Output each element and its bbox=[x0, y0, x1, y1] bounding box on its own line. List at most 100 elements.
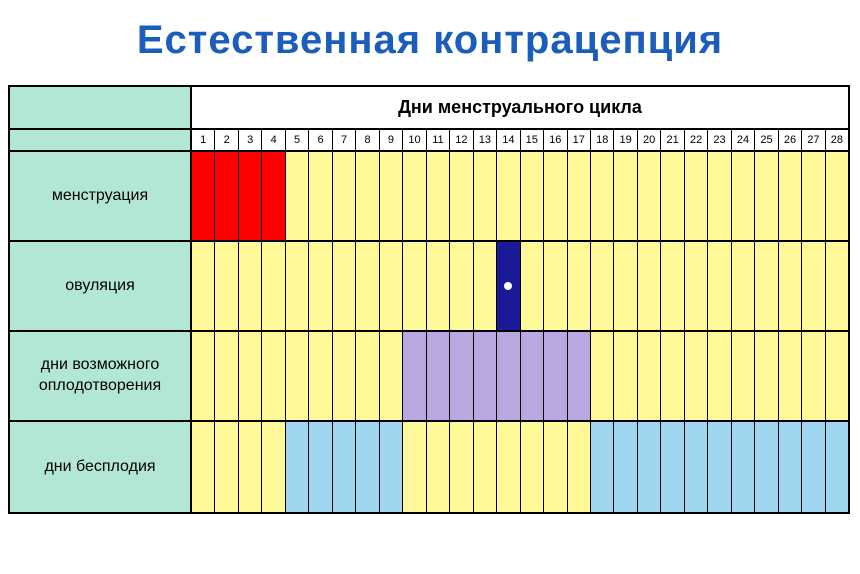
day-number-row: 1234567891011121314151617181920212223242… bbox=[10, 130, 848, 152]
cell bbox=[567, 422, 590, 512]
cycle-chart: Дни менструального цикла 123456789101112… bbox=[8, 85, 850, 514]
cell bbox=[778, 242, 801, 330]
day-number: 3 bbox=[238, 130, 261, 150]
cell bbox=[214, 242, 237, 330]
day-number: 13 bbox=[473, 130, 496, 150]
day-number: 15 bbox=[520, 130, 543, 150]
cell bbox=[754, 422, 777, 512]
cell bbox=[543, 242, 566, 330]
days-header-title: Дни менструального цикла bbox=[190, 87, 848, 128]
cell bbox=[308, 242, 331, 330]
cell bbox=[192, 152, 214, 240]
day-number: 21 bbox=[660, 130, 683, 150]
cell bbox=[801, 152, 824, 240]
cell bbox=[214, 332, 237, 420]
cell bbox=[473, 422, 496, 512]
cell bbox=[754, 242, 777, 330]
cell bbox=[261, 332, 284, 420]
cell bbox=[308, 152, 331, 240]
cell bbox=[754, 152, 777, 240]
cell bbox=[731, 422, 754, 512]
row-label: менструация bbox=[10, 152, 190, 240]
cell bbox=[731, 242, 754, 330]
cell bbox=[355, 152, 378, 240]
cell bbox=[520, 332, 543, 420]
cell bbox=[238, 332, 261, 420]
ovulation-dot-icon bbox=[504, 282, 512, 290]
row-label: дни бесплодия bbox=[10, 422, 190, 512]
day-number: 20 bbox=[637, 130, 660, 150]
cell bbox=[332, 422, 355, 512]
row-cells bbox=[190, 422, 848, 512]
data-row: дни бесплодия bbox=[10, 422, 848, 512]
cell bbox=[496, 152, 519, 240]
day-number: 4 bbox=[261, 130, 284, 150]
row-label: овуляция bbox=[10, 242, 190, 330]
cell bbox=[332, 152, 355, 240]
cell bbox=[825, 332, 848, 420]
cell bbox=[825, 242, 848, 330]
cell bbox=[660, 332, 683, 420]
cell bbox=[449, 242, 472, 330]
data-row: дни возможного оплодотворения bbox=[10, 332, 848, 422]
day-number: 7 bbox=[332, 130, 355, 150]
cell bbox=[402, 242, 425, 330]
cell bbox=[825, 152, 848, 240]
cell bbox=[379, 332, 402, 420]
cell bbox=[379, 242, 402, 330]
cell bbox=[707, 422, 730, 512]
cell bbox=[308, 332, 331, 420]
day-number: 19 bbox=[613, 130, 636, 150]
cell bbox=[285, 152, 308, 240]
cell bbox=[214, 152, 237, 240]
cell bbox=[520, 242, 543, 330]
cell bbox=[660, 242, 683, 330]
data-row: менструация bbox=[10, 152, 848, 242]
day-number: 8 bbox=[355, 130, 378, 150]
cell bbox=[426, 332, 449, 420]
cell bbox=[590, 332, 613, 420]
cell bbox=[426, 242, 449, 330]
row-cells bbox=[190, 242, 848, 330]
cell bbox=[379, 422, 402, 512]
cell bbox=[567, 332, 590, 420]
cell bbox=[684, 332, 707, 420]
cell bbox=[637, 332, 660, 420]
cell bbox=[731, 152, 754, 240]
cell bbox=[332, 242, 355, 330]
day-number: 14 bbox=[496, 130, 519, 150]
day-number: 23 bbox=[707, 130, 730, 150]
day-number: 10 bbox=[402, 130, 425, 150]
data-row: овуляция bbox=[10, 242, 848, 332]
cell bbox=[801, 422, 824, 512]
day-number: 27 bbox=[801, 130, 824, 150]
day-number: 28 bbox=[825, 130, 848, 150]
cell bbox=[261, 242, 284, 330]
cell bbox=[613, 242, 636, 330]
header-spacer bbox=[10, 87, 190, 128]
cell bbox=[355, 332, 378, 420]
cell bbox=[238, 152, 261, 240]
cell bbox=[660, 152, 683, 240]
cell bbox=[637, 152, 660, 240]
cell bbox=[285, 242, 308, 330]
cell bbox=[567, 152, 590, 240]
cell bbox=[520, 422, 543, 512]
day-number: 26 bbox=[778, 130, 801, 150]
cell bbox=[637, 242, 660, 330]
cell bbox=[778, 332, 801, 420]
cell bbox=[426, 152, 449, 240]
cell bbox=[192, 422, 214, 512]
day-number: 2 bbox=[214, 130, 237, 150]
number-spacer bbox=[10, 130, 190, 150]
cell bbox=[613, 422, 636, 512]
cell bbox=[778, 152, 801, 240]
day-number: 22 bbox=[684, 130, 707, 150]
cell bbox=[684, 422, 707, 512]
cell bbox=[707, 152, 730, 240]
day-number: 1 bbox=[192, 130, 214, 150]
cell bbox=[449, 422, 472, 512]
cell bbox=[637, 422, 660, 512]
cell bbox=[496, 242, 519, 330]
day-number: 11 bbox=[426, 130, 449, 150]
